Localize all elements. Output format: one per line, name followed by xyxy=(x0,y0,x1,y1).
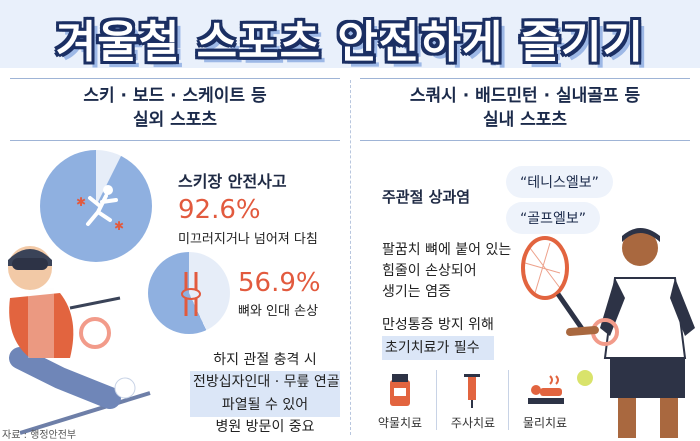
left-heading: 스키 · 보드 · 스케이트 등 실외 스포츠 xyxy=(10,78,340,138)
note-line2: 전방십자인대 · 무릎 연골 xyxy=(190,371,340,394)
condition-label: 주관절 상과염 xyxy=(382,188,471,206)
pie-chart-57 xyxy=(148,252,230,334)
physical-therapy-icon xyxy=(528,375,564,404)
page-title: 겨울철 스포츠 안전하게 즐기기 xyxy=(55,17,645,68)
advice: 만성통증 방지 위해 초기치료가 필수 xyxy=(382,314,494,360)
note-line1: 하지 관절 충격 시 xyxy=(213,352,317,368)
pie-chart-92 xyxy=(40,150,152,262)
stat1-percent: 92.6% xyxy=(178,195,261,225)
treatment-separator-2 xyxy=(508,370,509,430)
treatment-label-physical: 물리치료 xyxy=(522,416,568,430)
left-heading-line1: 스키 · 보드 · 스케이트 등 xyxy=(83,86,267,106)
syringe-icon xyxy=(464,374,480,408)
title-band xyxy=(0,0,700,68)
knee-joint-icon xyxy=(181,272,201,316)
right-header-top-rule xyxy=(360,78,690,79)
advice-line1: 만성통증 방지 위해 xyxy=(382,317,494,333)
treatment-label-injection: 주사치료 xyxy=(450,416,496,430)
stat2-description: 뼈와 인대 손상 xyxy=(238,304,319,319)
source-note: 자료 : 행정안전부 xyxy=(2,430,77,441)
advice-line2: 초기치료가 필수 xyxy=(382,336,494,360)
accident-label: 스키장 안전사고 xyxy=(178,172,287,191)
tennis-player-illustration xyxy=(521,228,695,438)
left-note: 하지 관절 충격 시 전방십자인대 · 무릎 연골 파열될 수 있어 병원 방문… xyxy=(190,350,340,438)
explanation: 팔꿈치 뼈에 붙어 있는 힘줄이 손상되어 생기는 염증 xyxy=(382,240,511,303)
falling-person-icon: ✱ ✱ xyxy=(76,185,124,233)
skier-illustration xyxy=(8,246,151,435)
right-heading-line2: 실내 스포츠 xyxy=(482,110,568,130)
left-header-bottom-rule xyxy=(10,140,340,141)
column-divider xyxy=(350,80,351,435)
left-heading-line2: 실외 스포츠 xyxy=(132,110,218,130)
medicine-bottle-icon xyxy=(390,374,410,406)
stat1-description: 미끄러지거나 넘어져 다침 xyxy=(178,232,318,247)
treatment-label-medicine: 약물치료 xyxy=(377,416,423,430)
svg-text:✱: ✱ xyxy=(114,219,124,233)
note-line4: 병원 방문이 중요 xyxy=(215,419,315,435)
explain-line2: 힘줄이 손상되어 xyxy=(382,263,477,279)
right-heading: 스쿼시 · 배드민턴 · 실내골프 등 실내 스포츠 xyxy=(360,78,690,138)
explain-line1: 팔꿈치 뼈에 붙어 있는 xyxy=(382,242,512,258)
right-header-bottom-rule xyxy=(360,140,690,141)
explain-line3: 생기는 염증 xyxy=(382,284,451,300)
tennis-elbow-bubble: “테니스엘보” xyxy=(506,166,613,198)
svg-text:✱: ✱ xyxy=(76,195,86,209)
stat2-percent: 56.9% xyxy=(238,268,321,298)
golf-elbow-bubble: “골프엘보” xyxy=(506,202,601,234)
note-line3: 파열될 수 있어 xyxy=(190,394,340,417)
left-header-top-rule xyxy=(10,78,340,79)
treatment-separator-1 xyxy=(436,370,437,430)
right-heading-line1: 스쿼시 · 배드민턴 · 실내골프 등 xyxy=(409,86,641,106)
